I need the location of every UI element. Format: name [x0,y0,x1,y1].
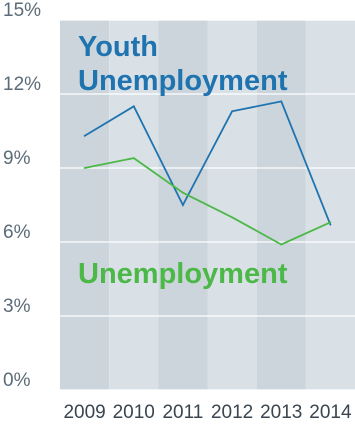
x-tick-label: 2012 [211,402,253,423]
data-point [182,204,184,206]
data-point [329,223,332,226]
y-tick-label: 0% [3,370,31,391]
x-tick-label: 2011 [162,402,203,423]
series-label: Unemployment [78,65,288,97]
data-point [231,110,233,113]
series-line-1 [84,157,331,246]
y-tick-label: 15% [3,0,41,21]
x-tick-label: 2014 [309,402,352,423]
x-tick-label: 2010 [113,402,155,423]
year-band-2009 [60,20,110,390]
data-point [280,100,283,103]
data-point [231,216,233,219]
y-tick-label: 12% [3,74,41,95]
x-axis-ticks: 2009 2010 2011 2012 2013 2014 [63,402,352,423]
data-point [83,167,86,169]
y-tick-label: 9% [3,148,31,169]
data-point [83,135,86,137]
y-tick-label: 6% [3,222,31,243]
year-band-2014 [305,20,355,390]
data-point [182,191,184,194]
data-point [132,157,135,160]
gridlines [38,19,355,391]
data-point [132,105,135,108]
data-point [280,243,283,246]
series-lines [83,100,332,246]
year-bands [60,20,355,390]
y-tick-label: 3% [3,296,31,317]
y-axis-ticks: 0% 3% 6% 9% 12% 15% [3,0,41,391]
year-band-2012 [207,20,257,390]
x-tick-label: 2013 [260,402,302,423]
series-line-0 [84,100,332,226]
x-tick-label: 2009 [63,402,105,423]
data-point [329,221,332,224]
year-band-2010 [109,20,159,390]
year-band-2013 [256,20,306,390]
series-label: Youth [78,31,158,63]
series-label: Unemployment [78,258,288,290]
